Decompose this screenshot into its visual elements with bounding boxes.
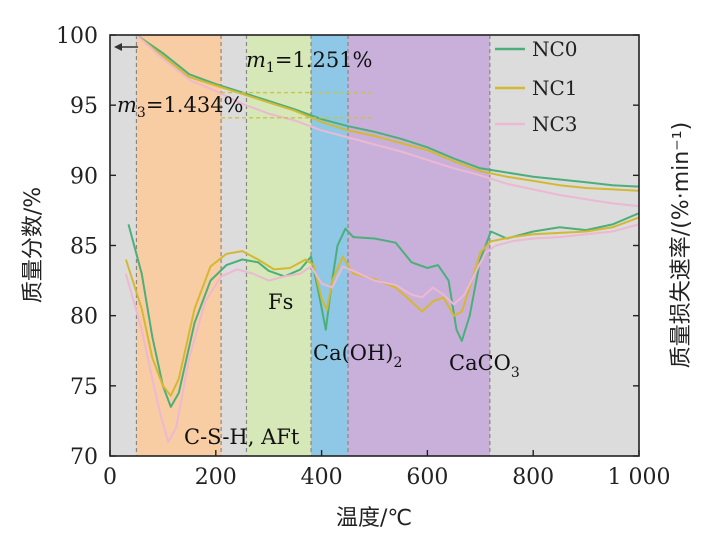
region-band-0 xyxy=(136,35,222,456)
series-nc3-dtg-line xyxy=(124,223,640,443)
x-tick-label: 400 xyxy=(301,465,343,490)
series-nc1-mass-line xyxy=(135,34,640,192)
x-tick-label: 1 000 xyxy=(608,465,671,490)
series-nc3-mass-line xyxy=(135,34,640,208)
legend-label-nc0: NC0 xyxy=(532,37,578,61)
axis-ticks: 0 200 400 600 800 1 000 70 75 80 85 90 95 100 xyxy=(56,24,670,490)
legend: NC0 NC1 NC3 xyxy=(495,37,578,136)
y-axis-title: 质量分数/% xyxy=(21,187,46,303)
x-tick-label: 200 xyxy=(195,465,237,490)
caco3-label: CaCO3 xyxy=(449,351,520,381)
region-band-3 xyxy=(348,35,490,456)
legend-label-nc1: NC1 xyxy=(532,76,578,100)
fs-label: Fs xyxy=(268,290,293,314)
y-tick-label: 75 xyxy=(70,375,98,400)
x-axis-title: 温度/℃ xyxy=(336,506,412,531)
m3-annotation: m3=1.434% xyxy=(117,93,244,121)
y-tick-label: 85 xyxy=(70,235,98,260)
y-tick-label: 70 xyxy=(70,445,98,470)
csh-aft-label: C-S-H, AFt xyxy=(184,425,300,449)
region-band-2 xyxy=(311,35,349,456)
y2-axis-title: 质量损失速率/(%·min⁻¹) xyxy=(669,122,694,368)
caoh2-label: Ca(OH)2 xyxy=(313,341,402,371)
series-lines xyxy=(124,34,640,443)
x-tick-label: 800 xyxy=(512,465,554,490)
series-nc0-mass-line xyxy=(135,34,640,188)
legend-label-nc3: NC3 xyxy=(532,112,578,136)
y-tick-label: 95 xyxy=(70,94,98,119)
left-arrow-icon xyxy=(114,43,138,51)
x-tick-label: 600 xyxy=(406,465,448,490)
series-nc0-dtg-line xyxy=(127,212,640,408)
region-bands xyxy=(110,35,639,456)
y-tick-label: 90 xyxy=(70,164,98,189)
series-nc1-dtg-line xyxy=(124,216,640,397)
x-tick-label: 0 xyxy=(103,465,117,490)
y-tick-label: 100 xyxy=(56,24,98,49)
y-tick-label: 80 xyxy=(70,305,98,330)
m1-annotation: m1=1.251% xyxy=(246,48,373,76)
region-dividers xyxy=(135,35,491,456)
